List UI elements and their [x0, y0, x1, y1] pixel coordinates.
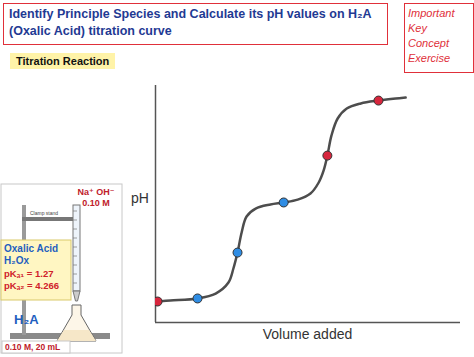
html-text:Identify Principle Species and: Identify Principle Species and Calculate… [9, 7, 372, 38]
svg-text:H₂A: H₂A [14, 312, 39, 327]
html-text:pH: pH [131, 190, 149, 206]
svg-text:Clamp stand: Clamp stand [30, 210, 58, 216]
html-text:Key: Key [408, 22, 427, 34]
html-text:Titration Reaction: Titration Reaction [16, 55, 110, 67]
svg-text:H₂Ox: H₂Ox [4, 255, 29, 266]
svg-text:pKₐ₂ = 4.266: pKₐ₂ = 4.266 [4, 280, 59, 291]
html-text:Volume added: Volume added [262, 326, 353, 342]
html-text:Important: Important [408, 7, 455, 19]
svg-text:pKₐ₁ = 1.27: pKₐ₁ = 1.27 [4, 268, 54, 279]
html-text:Concept: Concept [408, 37, 449, 49]
svg-text:0.10 M, 20 mL: 0.10 M, 20 mL [5, 342, 60, 352]
html-text:Exercise: Exercise [408, 52, 451, 64]
svg-text:Na⁺ OH⁻: Na⁺ OH⁻ [77, 187, 114, 197]
svg-text:Oxalic Acid: Oxalic Acid [4, 243, 58, 254]
svg-text:0.10 M: 0.10 M [82, 198, 110, 208]
